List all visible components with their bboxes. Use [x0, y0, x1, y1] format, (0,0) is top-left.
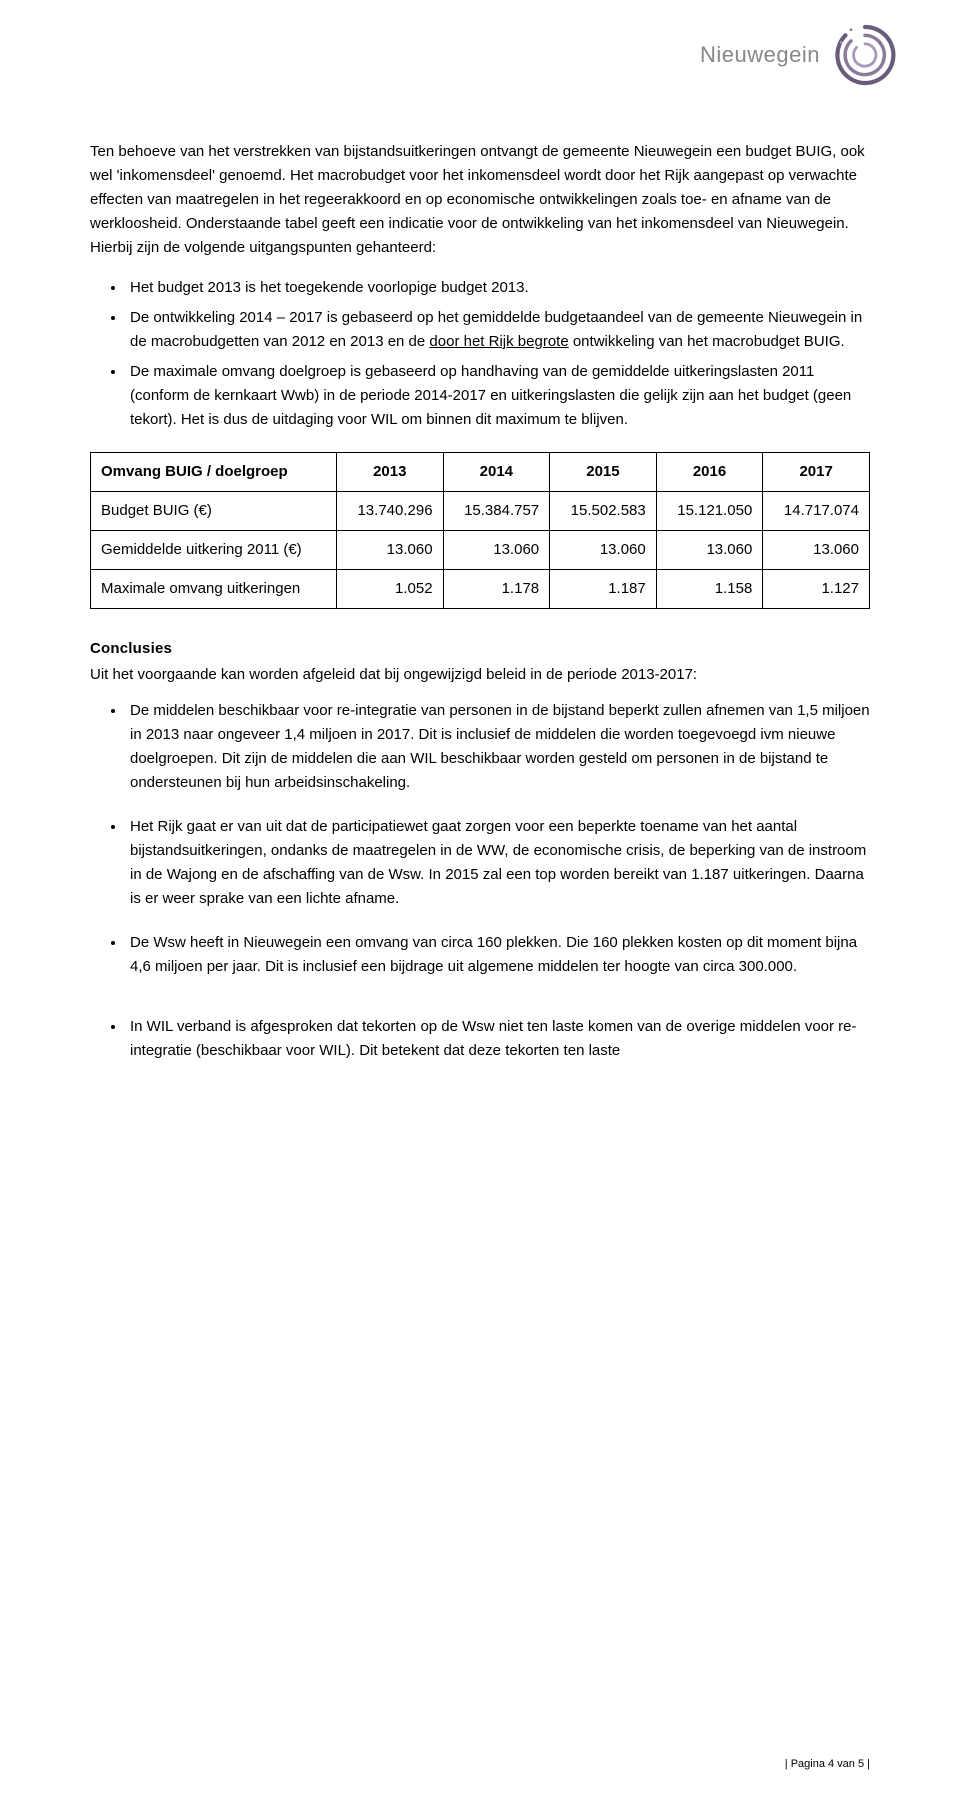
assumptions-list: Het budget 2013 is het toegekende voorlo… [90, 276, 870, 432]
conclusies-list: In WIL verband is afgesproken dat tekort… [90, 1015, 870, 1063]
list-item: Het budget 2013 is het toegekende voorlo… [126, 276, 870, 300]
table-row: Gemiddelde uitkering 2011 (€) 13.060 13.… [91, 531, 870, 570]
body-content: Ten behoeve van het verstrekken van bijs… [90, 140, 870, 1063]
year-head: 2013 [336, 453, 443, 492]
row-label: Budget BUIG (€) [91, 492, 337, 531]
org-name: Nieuwegein [700, 37, 820, 72]
header-logo: Nieuwegein [700, 20, 900, 90]
page-footer: | Pagina 4 van 5 | [785, 1756, 870, 1774]
conclusies-intro: Uit het voorgaande kan worden afgeleid d… [90, 663, 870, 687]
text: ontwikkeling van het macrobudget BUIG. [569, 333, 845, 350]
list-item: De Wsw heeft in Nieuwegein een omvang va… [126, 931, 870, 979]
cell: 15.502.583 [550, 492, 657, 531]
cell: 1.127 [763, 570, 870, 609]
year-head: 2014 [443, 453, 550, 492]
year-head: 2017 [763, 453, 870, 492]
cell: 15.121.050 [656, 492, 763, 531]
conclusies-list: Het Rijk gaat er van uit dat de particip… [90, 815, 870, 911]
underlined-text: door het Rijk begrote [429, 333, 568, 350]
cell: 1.178 [443, 570, 550, 609]
conclusies-heading: Conclusies [90, 637, 870, 661]
year-head: 2015 [550, 453, 657, 492]
list-item: De maximale omvang doelgroep is gebaseer… [126, 360, 870, 432]
cell: 1.187 [550, 570, 657, 609]
list-item: De middelen beschikbaar voor re-integrat… [126, 699, 870, 795]
cell: 13.740.296 [336, 492, 443, 531]
cell: 15.384.757 [443, 492, 550, 531]
cell: 1.052 [336, 570, 443, 609]
buig-table: Omvang BUIG / doelgroep 2013 2014 2015 2… [90, 452, 870, 609]
cell: 13.060 [443, 531, 550, 570]
table-header-row: Omvang BUIG / doelgroep 2013 2014 2015 2… [91, 453, 870, 492]
swirl-logo-icon [830, 20, 900, 90]
table-row: Maximale omvang uitkeringen 1.052 1.178 … [91, 570, 870, 609]
conclusies-list: De middelen beschikbaar voor re-integrat… [90, 699, 870, 795]
list-item: De ontwikkeling 2014 – 2017 is gebaseerd… [126, 306, 870, 354]
cell: 13.060 [656, 531, 763, 570]
list-item: Het Rijk gaat er van uit dat de particip… [126, 815, 870, 911]
cell: 1.158 [656, 570, 763, 609]
table-head-label: Omvang BUIG / doelgroep [91, 453, 337, 492]
page: Nieuwegein Ten behoeve van het verstrekk… [0, 0, 960, 1796]
table-row: Budget BUIG (€) 13.740.296 15.384.757 15… [91, 492, 870, 531]
list-item: In WIL verband is afgesproken dat tekort… [126, 1015, 870, 1063]
year-head: 2016 [656, 453, 763, 492]
cell: 13.060 [336, 531, 443, 570]
cell: 13.060 [550, 531, 657, 570]
cell: 13.060 [763, 531, 870, 570]
conclusies-list: De Wsw heeft in Nieuwegein een omvang va… [90, 931, 870, 979]
cell: 14.717.074 [763, 492, 870, 531]
intro-paragraph: Ten behoeve van het verstrekken van bijs… [90, 140, 870, 260]
row-label: Gemiddelde uitkering 2011 (€) [91, 531, 337, 570]
row-label: Maximale omvang uitkeringen [91, 570, 337, 609]
